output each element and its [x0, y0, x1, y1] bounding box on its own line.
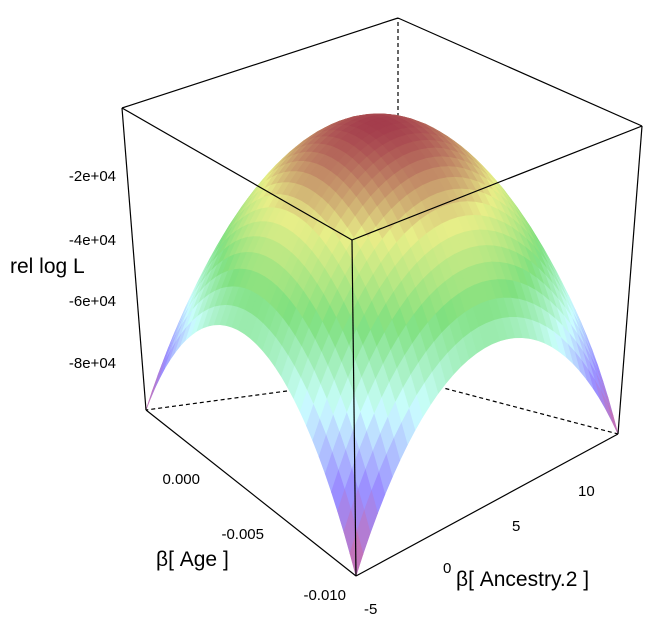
box-edge	[351, 125, 643, 241]
x-tick-label: -0.005	[221, 526, 264, 543]
box-edge	[351, 239, 357, 577]
box-edge	[121, 17, 399, 109]
box-edge	[355, 433, 619, 577]
y-tick-label: 10	[578, 483, 595, 500]
plot-box-front	[121, 17, 643, 577]
y-tick-label: 5	[512, 518, 520, 535]
z-tick-label: -8e+04	[69, 355, 116, 372]
y-tick-label: -5	[364, 601, 377, 618]
box-edge	[121, 107, 353, 241]
surface-facet	[349, 530, 364, 578]
likelihood-surface	[145, 113, 619, 578]
z-tick-label: -4e+04	[69, 232, 116, 249]
box-edge	[397, 17, 643, 127]
x-tick-label: -0.010	[303, 587, 346, 604]
z-tick-label: -6e+04	[69, 293, 116, 310]
z-tick-label: -2e+04	[69, 168, 116, 185]
y-tick-label: 0	[443, 560, 451, 577]
z-axis-label: rel log L	[10, 255, 85, 278]
y-axis-label: β[ Ancestry.2 ]	[456, 568, 589, 591]
box-edge	[617, 125, 643, 435]
x-axis-label: β[ Age ]	[156, 548, 229, 571]
x-tick-label: 0.000	[162, 471, 200, 488]
box-edge	[121, 107, 147, 411]
surface-facet	[606, 402, 619, 435]
box-edge	[145, 409, 357, 577]
